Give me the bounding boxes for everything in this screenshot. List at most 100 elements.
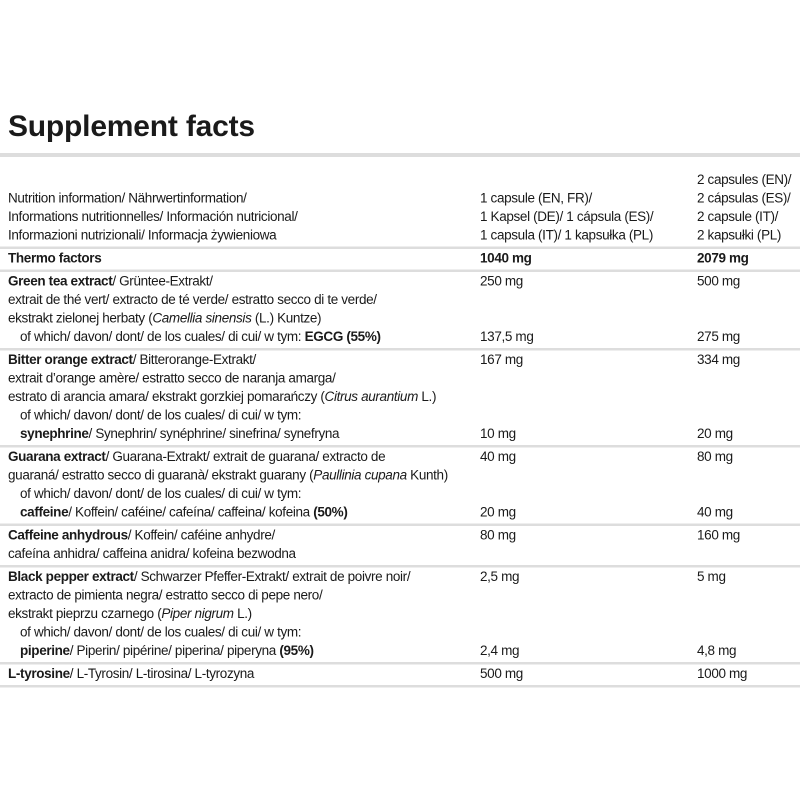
text-run: 250 mg <box>480 273 523 288</box>
text-run: / Koffein/ caféine anhydre/ <box>128 527 276 542</box>
text-run: 1 capsule (EN, FR)/ <box>480 190 592 205</box>
text-run: 10 mg <box>480 426 516 441</box>
text-run: 1 Kapsel (DE)/ 1 cápsula (ES)/ <box>480 209 654 224</box>
cell-text: 2079 mg <box>697 250 749 265</box>
text-run: 275 mg <box>697 329 740 344</box>
cell-text: 334 mg <box>697 352 740 367</box>
text-run: Bitter orange extract <box>8 352 134 367</box>
row-rule <box>0 348 800 351</box>
text-run: Guarana extract <box>8 449 106 464</box>
text-run: 1 capsula (IT)/ 1 kapsułka (PL) <box>480 227 653 242</box>
text-run: / Koffein/ caféine/ cafeína/ caffeina/ k… <box>68 504 313 519</box>
text-run: piperine <box>20 643 71 658</box>
cell-text: 2 capsule (IT)/ <box>697 209 779 224</box>
cell-text: Black pepper extract/ Schwarzer Pfeffer-… <box>8 569 411 584</box>
cell-text: synephrine/ Synephrin/ synéphrine/ sinef… <box>20 426 340 441</box>
text-run: 500 mg <box>480 666 523 681</box>
cell-text: 20 mg <box>480 504 516 519</box>
text-run: 20 mg <box>480 504 516 519</box>
text-run: 1000 mg <box>697 666 747 681</box>
text-run: 40 mg <box>697 504 733 519</box>
cell-text: 40 mg <box>697 504 733 519</box>
text-run: caffeine <box>20 504 69 519</box>
cell-text: L-tyrosine/ L-Tyrosin/ L-tirosina/ L-tyr… <box>8 666 255 681</box>
text-run: / L-Tyrosin/ L-tirosina/ L-tyrozyna <box>70 666 255 681</box>
text-run: of which/ davon/ dont/ de los cuales/ di… <box>20 329 305 344</box>
row-rule <box>0 685 800 688</box>
cell-text: 275 mg <box>697 329 740 344</box>
cell-text: 2 capsules (EN)/ <box>697 172 792 187</box>
cell-text: 1 Kapsel (DE)/ 1 cápsula (ES)/ <box>480 209 654 224</box>
text-run: 334 mg <box>697 352 740 367</box>
cell-text: ekstrakt zielonej herbaty (Camellia sine… <box>8 310 321 325</box>
text-run: Black pepper extract <box>8 569 135 584</box>
text-run: L.) <box>418 389 436 404</box>
cell-text: extracto de pimienta negra/ estratto sec… <box>8 587 323 602</box>
text-run: Paullinia cupana <box>313 467 407 482</box>
title: Supplement facts <box>8 110 255 143</box>
cell-text: 250 mg <box>480 273 523 288</box>
text-run: Caffeine anhydrous <box>8 527 128 542</box>
cell-text: cafeína anhidra/ caffeina anidra/ kofein… <box>8 546 297 561</box>
cell-text: 2 kapsułki (PL) <box>697 227 781 242</box>
text-run: / Grüntee-Extrakt/ <box>112 273 213 288</box>
cell-text: 500 mg <box>697 273 740 288</box>
text-run: (L.) Kuntze) <box>251 310 321 325</box>
text-run: Kunth) <box>407 467 448 482</box>
cell-text: 80 mg <box>697 449 733 464</box>
text-run: Citrus aurantium <box>325 389 419 404</box>
cell-text: Nutrition information/ Nährwertinformati… <box>8 190 247 205</box>
text-run: Informazioni nutrizionali/ Informacja ży… <box>8 227 277 242</box>
text-run: guaraná/ estratto secco di guaranà/ ekst… <box>8 467 314 482</box>
cell-text: extrait de thé vert/ extracto de té verd… <box>8 292 377 307</box>
text-run: 160 mg <box>697 527 740 542</box>
text-run: (50%) <box>313 504 347 519</box>
cell-text: Informations nutritionnelles/ Informació… <box>8 209 298 224</box>
text-run: extrait d’orange amère/ estratto secco d… <box>8 370 336 385</box>
cell-text: of which/ davon/ dont/ de los cuales/ di… <box>20 407 301 422</box>
text-run: Green tea extract <box>8 273 113 288</box>
text-run: 1040 mg <box>480 250 532 265</box>
text-run: 2,4 mg <box>480 643 519 658</box>
cell-text: extrait d’orange amère/ estratto secco d… <box>8 370 336 385</box>
text-run: 40 mg <box>480 449 516 464</box>
cell-text: 2,5 mg <box>480 569 519 584</box>
row-rule <box>0 445 800 448</box>
text-run: (95%) <box>279 643 313 658</box>
text-run: 2 cápsulas (ES)/ <box>697 190 791 205</box>
text-run: 137,5 mg <box>480 329 534 344</box>
text-run: cafeína anhidra/ caffeina anidra/ kofein… <box>8 546 297 561</box>
text-run: 5 mg <box>697 569 726 584</box>
cell-text: 1 capsula (IT)/ 1 kapsułka (PL) <box>480 227 653 242</box>
row-rule <box>0 523 800 526</box>
cell-text: 4,8 mg <box>697 643 736 658</box>
cell-text: guaraná/ estratto secco di guaranà/ ekst… <box>8 467 448 482</box>
text-run: of which/ davon/ dont/ de los cuales/ di… <box>20 624 301 639</box>
cell-text: Caffeine anhydrous/ Koffein/ caféine anh… <box>8 527 275 542</box>
cell-text: caffeine/ Koffein/ caféine/ cafeína/ caf… <box>20 504 347 519</box>
row-rule <box>0 565 800 568</box>
text-run: 20 mg <box>697 426 733 441</box>
text-run: / Piperin/ pipérine/ piperina/ piperyna <box>70 643 280 658</box>
cell-text: 1040 mg <box>480 250 532 265</box>
text-run: Thermo factors <box>8 250 101 265</box>
text-run: 2 capsules (EN)/ <box>697 172 792 187</box>
text-run: 2079 mg <box>697 250 749 265</box>
cell-text: Guarana extract/ Guarana-Extrakt/ extrai… <box>8 449 385 464</box>
cell-text: of which/ davon/ dont/ de los cuales/ di… <box>20 624 301 639</box>
text-run: ekstrakt zielonej herbaty ( <box>8 310 153 325</box>
cell-text: 5 mg <box>697 569 726 584</box>
text-run: Piper nigrum <box>161 606 233 621</box>
text-run: 2 capsule (IT)/ <box>697 209 779 224</box>
cell-text: 160 mg <box>697 527 740 542</box>
text-run: 167 mg <box>480 352 523 367</box>
cell-text: 1000 mg <box>697 666 747 681</box>
row-rule <box>0 246 800 249</box>
text-run: L-tyrosine <box>8 666 71 681</box>
cell-text: Thermo factors <box>8 250 101 265</box>
text-run: 80 mg <box>697 449 733 464</box>
text-run: of which/ davon/ dont/ de los cuales/ di… <box>20 486 301 501</box>
text-run: 2,5 mg <box>480 569 519 584</box>
text-run: / Bitterorange-Extrakt/ <box>133 352 257 367</box>
